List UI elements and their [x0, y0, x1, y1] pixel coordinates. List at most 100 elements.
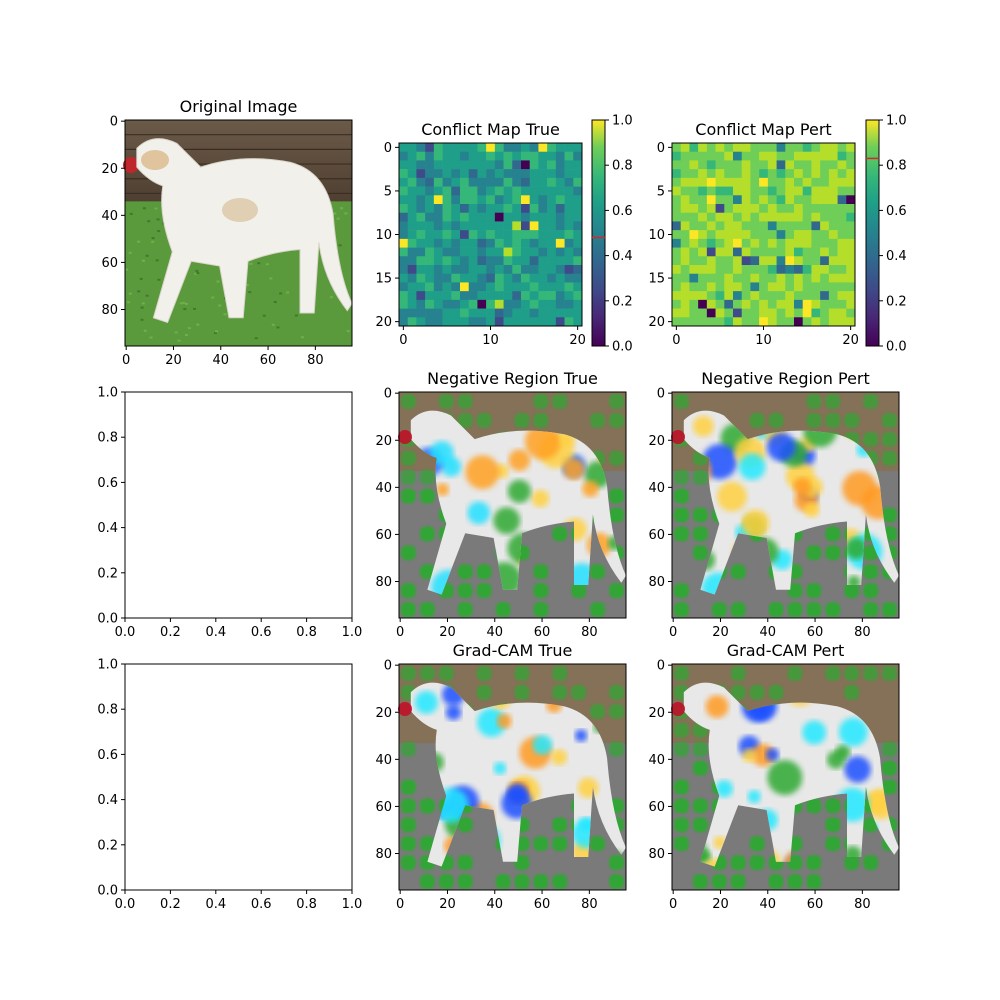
heatmap-cell [529, 265, 539, 275]
heatmap-cell [794, 204, 804, 214]
heatmap-cell [715, 291, 725, 301]
heatmap-cell [733, 256, 743, 266]
heatmap-cell [564, 299, 574, 309]
heatmap-cell [407, 204, 417, 214]
heatmap-cell [828, 308, 838, 318]
heatmap-cell [680, 195, 690, 205]
heatmap-cell [451, 212, 461, 222]
heatmap-cell [442, 143, 452, 153]
panel-6: 0 20 40 60 80 0 20 40 60 80 Negative Region Pert [648, 369, 900, 640]
heatmap-cell [689, 195, 699, 205]
heatmap-cell [706, 273, 716, 283]
heatmap-cell [425, 238, 435, 248]
heatmap-cell [672, 204, 682, 214]
heatmap-cell [416, 186, 426, 196]
heatmap-cell [785, 238, 795, 248]
heatmap-cell [837, 204, 847, 214]
heatmap-cell [680, 265, 690, 275]
heatmap-cell [706, 238, 716, 248]
heatmap-cell [828, 282, 838, 292]
heatmap-cell [529, 186, 539, 196]
heatmap-cell [521, 282, 531, 292]
heatmap-cell [715, 151, 725, 161]
heatmap-cell [538, 273, 548, 283]
heatmap-cell [776, 160, 786, 170]
heatmap-cell [776, 151, 786, 161]
heatmap-cell [680, 204, 690, 214]
heatmap-cell [689, 230, 699, 240]
heatmap-cell [828, 247, 838, 257]
panel-title: Negative Region True [427, 369, 598, 388]
heatmap-cell [698, 212, 708, 222]
heatmap-cell [433, 160, 443, 170]
heatmap-cell [433, 247, 443, 257]
heatmap-cell [785, 265, 795, 275]
heatmap-cell [486, 160, 496, 170]
heatmap-cell [698, 204, 708, 214]
heatmap-cell [846, 177, 856, 187]
heatmap-cell [741, 186, 751, 196]
heatmap-cell [811, 299, 821, 309]
panel-title: Conflict Map True [421, 120, 560, 139]
heatmap-cell [529, 291, 539, 301]
heatmap-cell [759, 177, 769, 187]
heatmap-cell [846, 230, 856, 240]
heatmap-cell [715, 143, 725, 153]
heatmap-cell [741, 195, 751, 205]
heatmap-cell [776, 282, 786, 292]
heatmap-cell [564, 143, 574, 153]
heatmap-cell [802, 212, 812, 222]
y-tick-label: 10 [648, 228, 665, 243]
heatmap-cell [811, 238, 821, 248]
heatmap-cell [750, 299, 760, 309]
y-tick-label: 40 [648, 753, 665, 768]
heatmap-cell [672, 230, 682, 240]
heatmap-cell [794, 169, 804, 179]
x-tick-label: 0.6 [251, 897, 272, 912]
heatmap-cell [802, 282, 812, 292]
heatmap-cell [759, 256, 769, 266]
colorbar-tick-label: 1.0 [612, 114, 633, 129]
heatmap-cell [451, 247, 461, 257]
heatmap-cell [785, 151, 795, 161]
heatmap-cell [451, 143, 461, 153]
x-tick-label: 0.8 [296, 897, 317, 912]
heatmap-cell [573, 265, 583, 275]
heatmap-cell [837, 291, 847, 301]
heatmap-cell [733, 230, 743, 240]
heatmap-cell [512, 256, 522, 266]
heatmap-cell [529, 273, 539, 283]
heatmap-cell [442, 221, 452, 231]
heatmap-cell [724, 247, 734, 257]
heatmap-cell [547, 291, 557, 301]
heatmap-cell [573, 169, 583, 179]
heatmap-cell [811, 212, 821, 222]
heatmap-cell [811, 291, 821, 301]
heatmap-cell [407, 299, 417, 309]
heatmap-cell [425, 160, 435, 170]
heatmap-cell [494, 204, 504, 214]
heatmap-cell [837, 151, 847, 161]
heatmap-cell [689, 221, 699, 231]
heatmap-cell [689, 151, 699, 161]
heatmap-cell [521, 160, 531, 170]
heatmap-cell [750, 221, 760, 231]
heatmap-cell [750, 212, 760, 222]
heatmap-cell [547, 204, 557, 214]
heatmap-cell [741, 291, 751, 301]
heatmap-cell [785, 308, 795, 318]
heatmap-cell [407, 273, 417, 283]
heatmap-cell [811, 273, 821, 283]
heatmap-cell [512, 160, 522, 170]
heatmap-cell [828, 317, 838, 327]
heatmap-cell [451, 282, 461, 292]
heatmap-cell [846, 195, 856, 205]
heatmap-cell [425, 291, 435, 301]
heatmap-cell [698, 143, 708, 153]
heatmap-cell [776, 186, 786, 196]
heatmap-cell [512, 247, 522, 257]
heatmap-cell [689, 238, 699, 248]
heatmap-cell [451, 238, 461, 248]
heatmap-cell [767, 273, 777, 283]
heatmap-cell [416, 212, 426, 222]
